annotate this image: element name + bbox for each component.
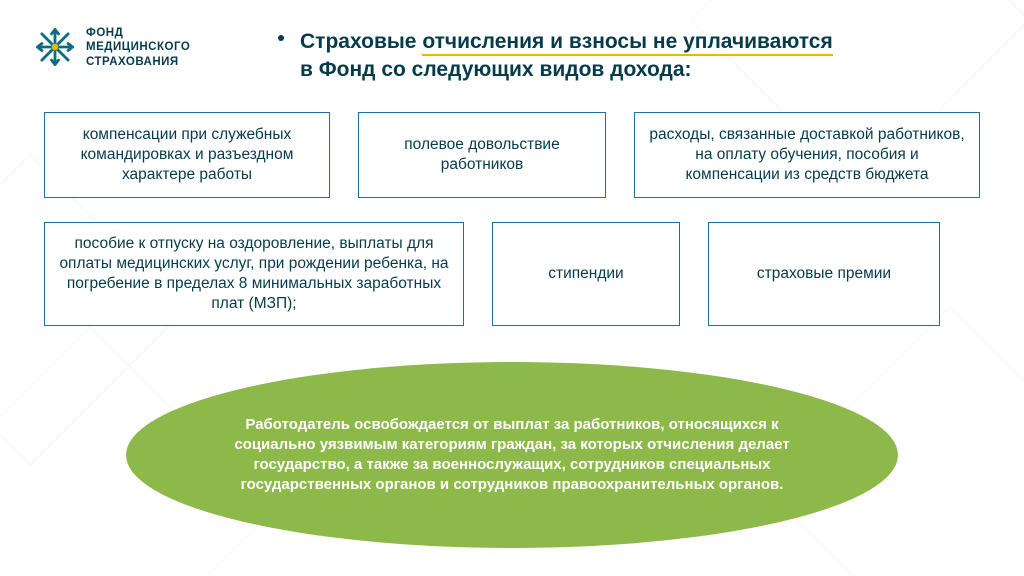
box-row-1: компенсации при служебных командировках … xyxy=(44,112,980,198)
logo-line2: МЕДИЦИНСКОГО xyxy=(86,40,190,54)
heading-part2: в Фонд со следующих видов дохода: xyxy=(300,58,692,81)
box-5: стипендии xyxy=(492,222,680,326)
logo: ФОНД МЕДИЦИНСКОГО СТРАХОВАНИЯ xyxy=(34,26,190,69)
snowflake-icon xyxy=(34,26,76,68)
box-6: страховые премии xyxy=(708,222,940,326)
box-4: пособие к отпуску на оздоровление, выпла… xyxy=(44,222,464,326)
logo-text: ФОНД МЕДИЦИНСКОГО СТРАХОВАНИЯ xyxy=(86,26,190,69)
ellipse-text: Работодатель освобождается от выплат за … xyxy=(216,415,808,496)
slide: ФОНД МЕДИЦИНСКОГО СТРАХОВАНИЯ Страховые … xyxy=(0,0,1024,576)
box-2: полевое довольствие работников xyxy=(358,112,606,198)
heading-underlined: отчисления и взносы не уплачиваются xyxy=(422,30,832,56)
logo-line1: ФОНД xyxy=(86,26,190,40)
box-1: компенсации при служебных командировках … xyxy=(44,112,330,198)
box-row-2: пособие к отпуску на оздоровление, выпла… xyxy=(44,222,980,326)
slide-heading: Страховые отчисления и взносы не уплачив… xyxy=(300,28,980,85)
logo-line3: СТРАХОВАНИЯ xyxy=(86,55,190,69)
heading-part1: Страховые xyxy=(300,30,416,53)
highlight-ellipse: Работодатель освобождается от выплат за … xyxy=(126,362,898,548)
box-3: расходы, связанные доставкой работников,… xyxy=(634,112,980,198)
bullet-icon xyxy=(278,35,284,41)
